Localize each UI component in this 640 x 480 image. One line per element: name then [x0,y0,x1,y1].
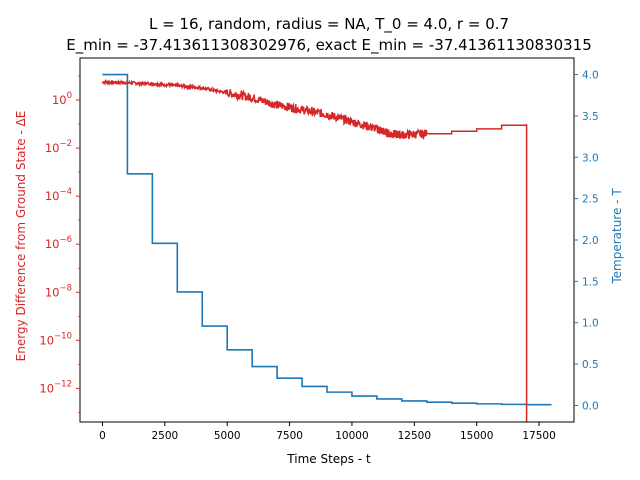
left-tick-label: 10−8 [45,283,72,299]
left-tick-label: 100 [52,91,72,107]
right-tick-label: 1.5 [582,276,599,288]
x-tick-label: 5000 [214,430,241,442]
x-tick-label: 15000 [460,430,493,442]
x-tick-label: 10000 [335,430,368,442]
right-tick-label: 0.0 [582,400,599,412]
energy-difference-series-line [102,78,528,422]
right-tick-label: 0.5 [582,359,599,371]
left-tick-label: 10−2 [45,139,72,155]
plot-frame [79,57,575,423]
right-tick-label: 2.5 [582,194,599,206]
x-tick-label: 7500 [276,430,303,442]
right-tick-label: 3.0 [582,152,599,164]
left-tick-label: 10−12 [39,379,72,395]
right-tick-label: 1.0 [582,318,599,330]
right-tick-label: 4.0 [582,70,599,82]
left-tick-label: 10−4 [45,187,72,203]
x-axis-label: Time Steps - t [286,452,371,466]
plot-area: 0 2500 5000 7500 10000 12500 15000 17500 100 10−2… [39,57,599,442]
x-tick-label: 2500 [151,430,178,442]
chart-title-line2: E_min = -37.413611308302976, exact E_min… [66,36,592,55]
x-tick-label: 0 [99,430,106,442]
x-tick-label: 12500 [398,430,431,442]
x-tick-label: 17500 [522,430,555,442]
temperature-series-line [102,73,552,406]
right-axis-label: Temperature - T [610,188,624,285]
chart-title-line1: L = 16, random, radius = NA, T_0 = 4.0, … [149,15,509,34]
left-tick-label: 10−6 [45,235,72,251]
right-tick-label: 2.0 [582,235,599,247]
right-tick-label: 3.5 [582,111,599,123]
left-axis-label: Energy Difference from Ground State - ΔE [14,111,28,362]
left-tick-label: 10−10 [39,331,72,347]
